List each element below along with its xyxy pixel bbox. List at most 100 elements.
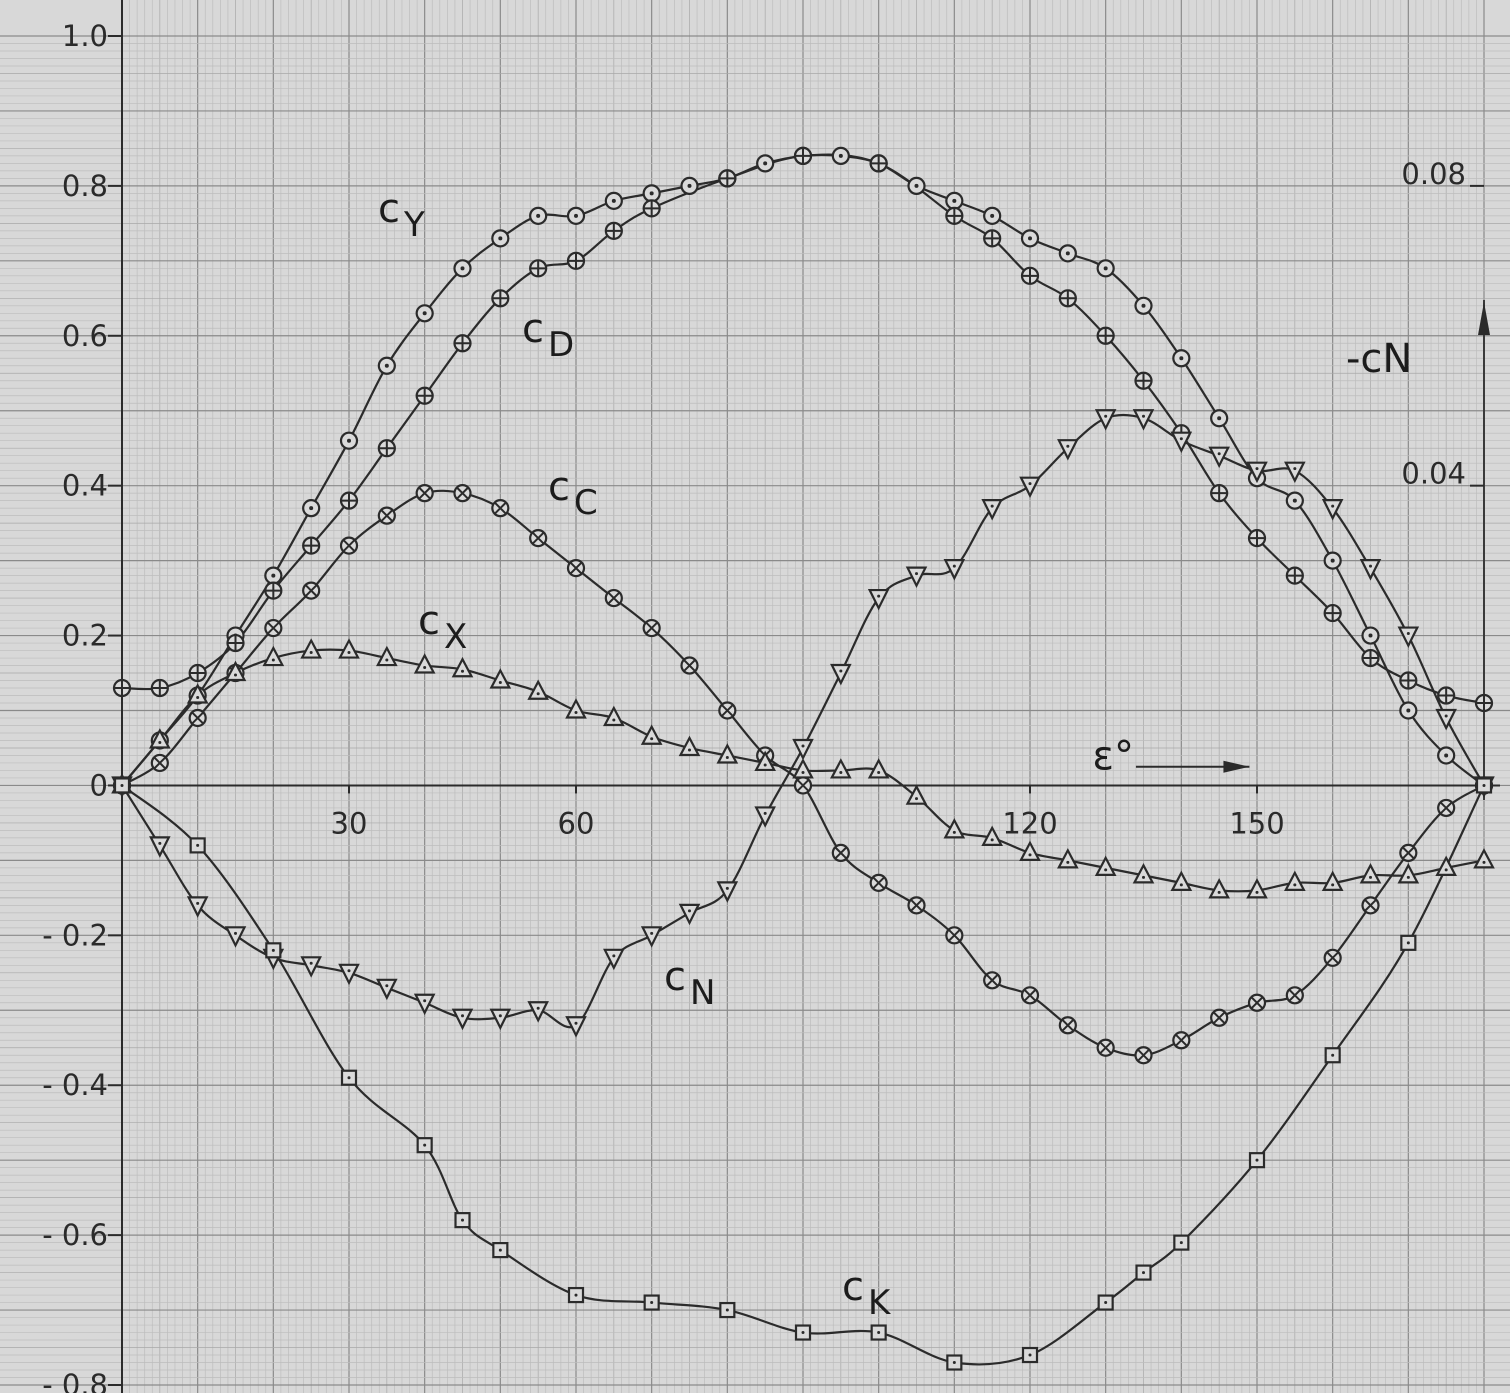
series-cC-data-point xyxy=(1437,798,1456,818)
series-cD-data-point xyxy=(339,491,359,510)
series-cD-data-point xyxy=(1474,693,1494,713)
series-cK-data-point xyxy=(946,1354,963,1371)
series-cC-data-point xyxy=(604,588,623,608)
series-cN-data-point xyxy=(413,993,436,1016)
series-cY-data-point xyxy=(983,206,1002,225)
series-cC-data-point xyxy=(339,536,359,555)
series-cD-data-point xyxy=(793,146,813,166)
series-cD-data-point xyxy=(1210,484,1229,503)
series-cN-data-point xyxy=(754,806,776,828)
series-cN-data-point xyxy=(1170,431,1193,454)
series-cC-data-point xyxy=(453,484,472,503)
series-cD-data-point xyxy=(1285,566,1304,585)
series-cN-data-point xyxy=(1019,476,1041,499)
series-cX-data-point xyxy=(376,645,398,667)
series-label-sub: Y xyxy=(403,205,425,245)
series-cC-data-point xyxy=(642,618,661,638)
series-cY-data-point xyxy=(1172,349,1191,368)
series-cY-data-point xyxy=(945,191,964,210)
series-cX-data-point xyxy=(981,825,1003,847)
series-cC-data-point xyxy=(1361,896,1380,915)
series-cC-data-point xyxy=(1210,1008,1229,1027)
series-cY-data-point xyxy=(453,259,472,278)
series-label-main: c xyxy=(548,464,570,510)
series-cK-data-point xyxy=(454,1212,471,1229)
series-cN-data-point xyxy=(830,663,852,686)
series-cX-data-point xyxy=(413,653,436,674)
series-cX-data-point xyxy=(1284,870,1306,891)
series-cY-data-point xyxy=(1399,701,1418,720)
series-cC-data-point xyxy=(302,581,321,600)
series-cX-data-point xyxy=(716,743,739,764)
series-cX-data-point xyxy=(867,758,890,779)
series-cN-data-point xyxy=(565,1016,587,1038)
series-cD-data-point xyxy=(1361,648,1380,668)
series-cC-data-point xyxy=(1134,1046,1153,1065)
series-cY-data-point xyxy=(831,146,850,166)
series-cC-data-point xyxy=(1172,1031,1191,1050)
series-cX-data-point xyxy=(1321,870,1344,891)
series-cY-data-point xyxy=(302,499,321,518)
series-cD-data-point xyxy=(983,229,1002,248)
series-cX-data-point xyxy=(1019,840,1041,861)
series-cX-data-point xyxy=(262,645,285,667)
series-cN-data-point xyxy=(716,881,739,903)
series-cX-data-point xyxy=(300,638,322,659)
series-cY-data-point xyxy=(1096,259,1115,278)
series-cD-data-point xyxy=(226,633,245,653)
series-cC-data-point xyxy=(1247,993,1267,1012)
series-cD-data-point xyxy=(453,334,472,353)
axes: 1.0 0.8 0.6 0.4 0.2 0 - 0.2 - 0.4 - 0.6 - 0.8 30 60… xyxy=(42,0,1500,1393)
series-cN-data-point xyxy=(678,903,701,926)
x-tick-label: 30 xyxy=(331,806,368,840)
series-cN-data-point xyxy=(1246,461,1268,484)
series-cK-data-point xyxy=(416,1137,433,1154)
y-tick-label: 0.2 xyxy=(62,619,108,653)
series-markers xyxy=(111,146,1495,1371)
series-cX-data-point xyxy=(1057,848,1079,869)
series-cX-data-point xyxy=(792,758,814,779)
series-cN-data-point xyxy=(1359,559,1382,581)
series-cD-data-point xyxy=(1323,603,1342,623)
series-cK-data-point xyxy=(567,1286,585,1304)
series-label-sub: X xyxy=(444,617,467,657)
series-cX-data-point xyxy=(1132,863,1155,884)
series-cC-data-point xyxy=(529,529,548,548)
series-cY-data-point xyxy=(377,356,396,375)
series-cK-data-point xyxy=(1173,1234,1190,1251)
series-cX-data-point xyxy=(1094,855,1117,876)
y-tick-label: 1.0 xyxy=(62,19,108,53)
y-tick-label: 0.8 xyxy=(62,169,108,203)
series-cK-data-point xyxy=(492,1241,509,1259)
series-cK-data-point xyxy=(643,1294,660,1311)
y-tick-label: - 0.4 xyxy=(42,1068,108,1102)
y2-axis-arrowhead xyxy=(1478,302,1490,335)
x-tick-label: 120 xyxy=(1002,806,1057,840)
series-cN-data-point xyxy=(1057,439,1079,461)
series-cD-data-point xyxy=(1020,266,1040,285)
series-cX-data-point xyxy=(1435,855,1457,876)
series-cK-data-point xyxy=(1135,1264,1152,1281)
series-cD-data-point xyxy=(264,581,283,600)
series-cN-data-point xyxy=(224,926,247,948)
series-label-main: c xyxy=(842,1264,864,1310)
series-cD-data-point xyxy=(415,386,434,405)
series-cN-data-point xyxy=(527,1001,549,1023)
series-cN-data-point xyxy=(1321,499,1344,521)
series-cX-data-point xyxy=(905,784,928,805)
series-cC-data-point xyxy=(869,873,888,892)
series-cN-data-point xyxy=(300,956,322,978)
y-tick-label: - 0.6 xyxy=(42,1218,108,1252)
series-cC-data-point xyxy=(718,701,737,720)
series-cN-data-point xyxy=(1397,626,1420,649)
series-cK-data-point xyxy=(1021,1346,1039,1364)
series-cN-data-point xyxy=(338,963,360,986)
series-cY-data-point xyxy=(1210,409,1229,428)
series-cN-data-point xyxy=(603,948,625,971)
series-cY-data-point xyxy=(1323,551,1342,570)
series-cD-data-point xyxy=(150,678,169,698)
